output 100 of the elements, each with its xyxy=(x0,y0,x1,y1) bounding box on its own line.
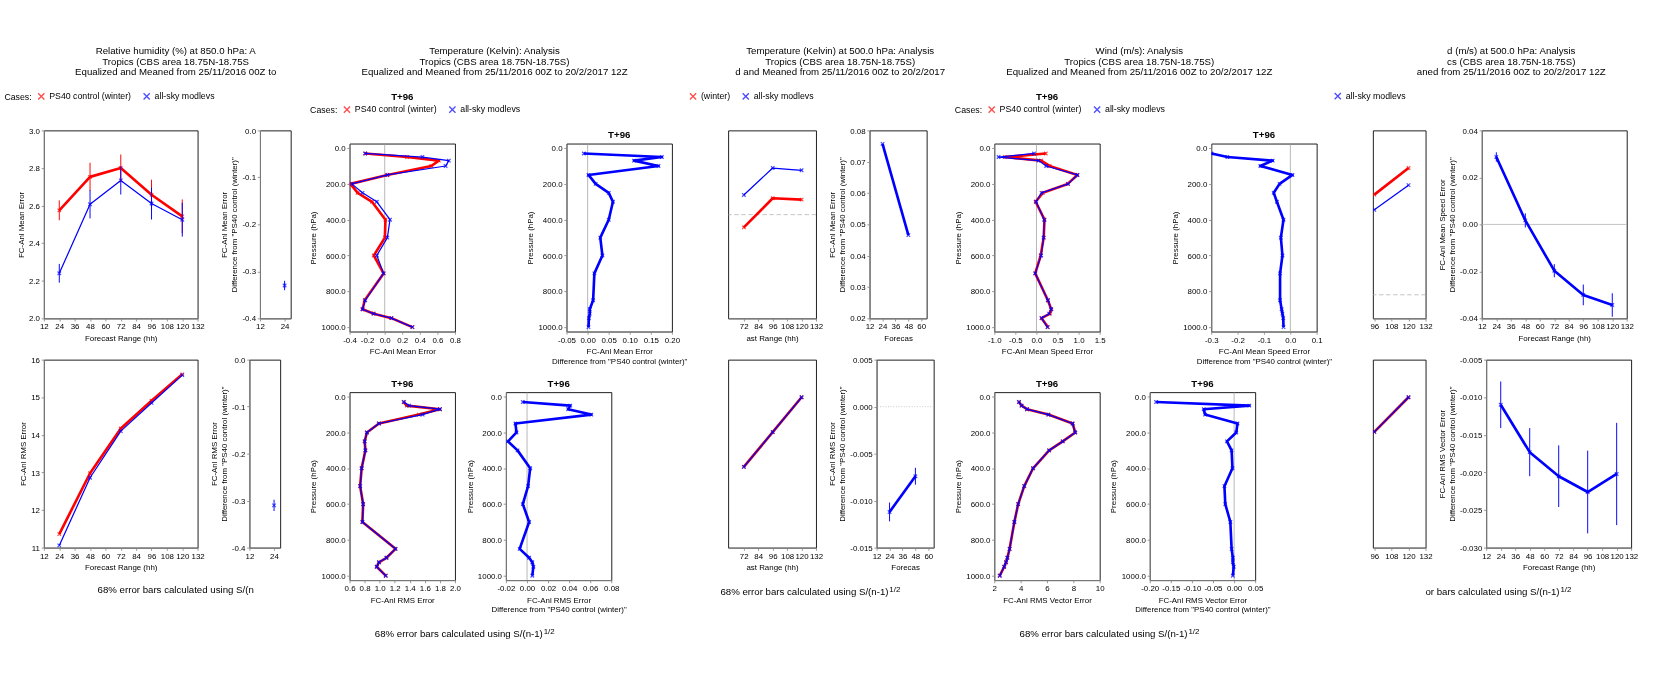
x-tick-label: 1.8 xyxy=(434,584,447,594)
y-axis-title: FC-Anl Mean Error Difference from "PS40 control (winter)" xyxy=(828,157,847,293)
y-tick-label: -0.1 xyxy=(242,173,257,183)
x-axis-title: Forecast Range (hh) xyxy=(1518,333,1592,343)
x-axis-title: FC-Anl Mean Error Difference from "PS40 control (winter)" xyxy=(552,346,688,366)
y-tick-label: 16 xyxy=(31,355,41,365)
x-tick-label: 60 xyxy=(1535,322,1546,332)
x-tick-label: -0.10 xyxy=(1183,584,1203,594)
y-tick-label: 0.06 xyxy=(850,189,867,199)
x-tick-label: 132 xyxy=(191,551,205,561)
x-tick-label: 120 xyxy=(1402,322,1417,332)
x-tick-label: 108 xyxy=(1385,322,1400,332)
x-tick-label: 1.6 xyxy=(419,584,432,594)
x-tick-label: 8 xyxy=(1071,584,1077,594)
y-tick-label: 0.02 xyxy=(1462,173,1478,183)
x-tick-label: 24 xyxy=(1496,551,1507,561)
x-tick-label: 1.2 xyxy=(389,584,401,594)
y-tick-label: 400.0 xyxy=(542,215,564,225)
chart-title: T+96 xyxy=(1035,90,1059,102)
y-tick-label: 0.0 xyxy=(245,126,257,136)
x-tick-label: 0.00 xyxy=(580,335,597,345)
y-tick-label: 13 xyxy=(31,468,41,478)
text: d (m/s) at 500.0 hPa: Analysis xyxy=(1447,45,1576,57)
x-tick-label: 96 xyxy=(1579,322,1589,332)
y-tick-label: -0.010 xyxy=(1459,393,1483,403)
y-tick-label: 0.0 xyxy=(1196,144,1208,154)
chart-title: T+96 xyxy=(1191,377,1215,389)
y-tick-label: 0.0 xyxy=(1134,392,1147,402)
y-tick-label: 600.0 xyxy=(1187,251,1208,261)
y-tick-label: 0.04 xyxy=(1462,126,1479,136)
x-tick-label: 0.05 xyxy=(601,335,618,345)
x-tick-label: 1.5 xyxy=(1094,335,1107,345)
y-tick-label: 1000.0 xyxy=(1183,323,1208,333)
legend-label: PS40 control (winter) xyxy=(354,104,437,115)
y-tick-label: 0.0 xyxy=(979,392,991,402)
y-tick-label: 200.0 xyxy=(542,179,564,189)
y-tick-label: 3.0 xyxy=(28,126,41,136)
x-tick-label: 36 xyxy=(1506,322,1517,332)
y-axis-title: Pressure (hPa) xyxy=(953,211,963,265)
y-tick-label: 14 xyxy=(31,430,41,440)
x-tick-label: 120 xyxy=(1402,551,1417,561)
y-tick-label: 600.0 xyxy=(970,251,991,261)
x-tick-label: 48 xyxy=(904,322,914,332)
y-tick-label: 0.07 xyxy=(850,157,866,167)
y-axis-title: Pressure (hPa) xyxy=(309,211,319,265)
y-axis-title: Pressure (hPa) xyxy=(526,211,536,265)
x-tick-label: 48 xyxy=(86,322,96,332)
x-tick-label: 72 xyxy=(739,322,749,332)
y-tick-label: 12 xyxy=(31,506,40,516)
y-tick-label: 400.0 xyxy=(325,464,347,474)
x-tick-label: 0.2 xyxy=(397,335,409,345)
y-tick-label: 600.0 xyxy=(542,251,564,261)
y-tick-label: 15 xyxy=(31,393,41,403)
y-tick-label: 200.0 xyxy=(970,428,991,438)
x-tick-label: 0.5 xyxy=(1052,335,1065,345)
x-tick-label: -0.05 xyxy=(558,335,577,345)
x-tick-label: 0.0 xyxy=(1031,335,1044,345)
y-tick-label: 200.0 xyxy=(325,179,347,189)
x-tick-label: -0.4 xyxy=(343,335,358,345)
y-tick-label: 2.6 xyxy=(28,201,41,211)
y-tick-label: 11 xyxy=(31,543,40,553)
legend-label: PS40 control (winter) xyxy=(999,104,1082,115)
y-tick-label: 1000.0 xyxy=(538,323,564,333)
chart-title: T+96 xyxy=(608,129,632,141)
x-tick-label: 0.06 xyxy=(583,584,599,594)
y-tick-label: -0.015 xyxy=(850,543,874,553)
text: cs (CBS area 18.75N-18.75S) xyxy=(1447,55,1576,67)
y-tick-label: 0.005 xyxy=(852,355,874,365)
y-tick-label: 600.0 xyxy=(325,500,347,510)
x-tick-label: 0.0 xyxy=(379,335,392,345)
x-tick-label: 4 xyxy=(1018,584,1024,594)
x-tick-label: 60 xyxy=(1540,551,1550,561)
x-axis-title: FC-Anl RMS Vector Error xyxy=(1003,595,1093,605)
text: aned from 25/11/2016 00Z to 20/2/2017 12Z xyxy=(1416,66,1606,78)
x-tick-label: 84 xyxy=(132,551,142,561)
y-tick-label: 0.0 xyxy=(334,392,347,402)
x-tick-label: 36 xyxy=(70,322,81,332)
x-tick-label: 108 xyxy=(160,551,175,561)
x-axis-title: ast Range (hh) xyxy=(746,333,800,343)
x-tick-label: 72 xyxy=(739,551,749,561)
x-tick-label: 84 xyxy=(754,551,764,561)
text: Temperature (Kelvin): Analysis xyxy=(429,45,560,57)
y-tick-label: -0.010 xyxy=(850,496,874,506)
y-tick-label: -0.1 xyxy=(231,402,246,412)
y-tick-label: -0.005 xyxy=(850,449,874,459)
x-tick-label: 84 xyxy=(1564,322,1575,332)
x-tick-label: -0.1 xyxy=(1257,335,1272,345)
legend-label: all-sky modlevs xyxy=(1105,104,1166,115)
y-tick-label: 800.0 xyxy=(970,535,991,545)
x-tick-label: 108 xyxy=(780,322,795,332)
legend-title: Cases: xyxy=(954,104,983,115)
x-tick-label: 60 xyxy=(101,551,111,561)
x-tick-label: 0.00 xyxy=(1226,584,1243,594)
y-tick-label: 1000.0 xyxy=(321,323,347,333)
x-tick-label: 84 xyxy=(754,322,764,332)
y-tick-label: 600.0 xyxy=(1126,500,1147,510)
x-tick-label: 120 xyxy=(795,322,810,332)
x-tick-label: 36 xyxy=(891,322,901,332)
y-tick-label: 800.0 xyxy=(325,287,347,297)
x-tick-label: 96 xyxy=(1370,322,1380,332)
